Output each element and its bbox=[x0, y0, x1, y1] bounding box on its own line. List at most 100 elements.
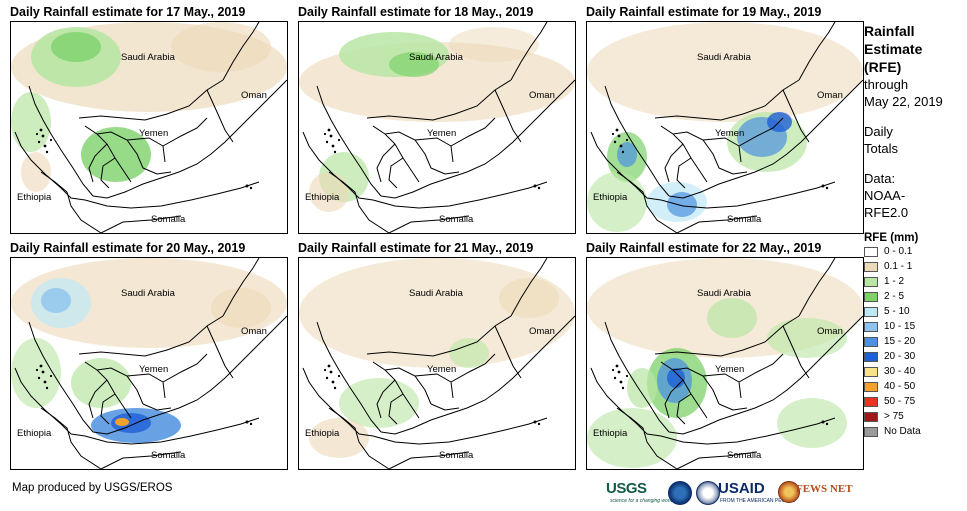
islands bbox=[323, 128, 541, 190]
legend-swatch bbox=[864, 426, 878, 437]
rain-patch bbox=[767, 318, 847, 358]
rain-patch bbox=[115, 418, 129, 426]
rainfall-layer bbox=[299, 258, 575, 458]
oman-border bbox=[206, 325, 234, 379]
oman-border bbox=[494, 89, 522, 143]
yemen-gov-7 bbox=[450, 117, 496, 147]
legend-label: 40 - 50 bbox=[884, 381, 916, 392]
yemen-gov-5 bbox=[702, 137, 742, 163]
panel-title: Daily Rainfall estimate for 18 May., 201… bbox=[298, 5, 534, 19]
legend-item: 0 - 0.1 bbox=[864, 244, 964, 259]
sidebar: Rainfall Estimate (RFE) through May 22, … bbox=[864, 22, 964, 439]
legend-swatch bbox=[864, 351, 878, 362]
label-ethiopia: Ethiopia bbox=[593, 428, 628, 439]
red-sea-coast-east bbox=[316, 85, 382, 197]
somalia-border bbox=[388, 215, 470, 233]
ethiopia-border bbox=[40, 407, 102, 469]
sidebar-title-3: (RFE) bbox=[864, 59, 902, 75]
rainfall-layer bbox=[11, 258, 287, 443]
map-frame: Saudi Arabia Oman Yemen Ethiopia Somalia bbox=[10, 21, 288, 234]
noaa-seal-icon bbox=[668, 481, 692, 505]
legend-item: 20 - 30 bbox=[864, 349, 964, 364]
legend-item: 0.1 - 1 bbox=[864, 259, 964, 274]
rain-patch bbox=[667, 192, 697, 217]
yemen-gov-7 bbox=[450, 353, 496, 383]
yemen-gov-3 bbox=[664, 379, 684, 419]
ethiopia-border bbox=[40, 171, 102, 233]
yemen-gov-1 bbox=[372, 361, 420, 419]
rainfall-map: Saudi Arabia Oman Yemen Ethiopia Somalia bbox=[11, 258, 287, 469]
oman-border bbox=[494, 325, 522, 379]
legend-item: 40 - 50 bbox=[864, 379, 964, 394]
somalia-border bbox=[100, 215, 182, 233]
yemen-gov-4 bbox=[388, 157, 404, 189]
map-frame: Saudi Arabia Oman Yemen Ethiopia Somalia bbox=[298, 257, 576, 470]
yemen-gov-3 bbox=[88, 379, 108, 419]
yemen-gov-5 bbox=[126, 373, 166, 399]
africa-coast bbox=[590, 367, 836, 445]
yemen-gov-7 bbox=[162, 353, 208, 383]
label-saudi-arabia: Saudi Arabia bbox=[697, 52, 752, 63]
map-frame: Saudi Arabia Oman Yemen Ethiopia Somalia bbox=[10, 257, 288, 470]
legend-label: 10 - 15 bbox=[884, 321, 916, 332]
legend-swatch bbox=[864, 396, 878, 407]
yemen-gov-2 bbox=[384, 131, 432, 169]
label-yemen: Yemen bbox=[715, 128, 744, 139]
label-yemen: Yemen bbox=[715, 364, 744, 375]
rain-patch bbox=[627, 368, 657, 408]
sidebar-through: through bbox=[864, 77, 909, 92]
arabia-south-coast bbox=[668, 315, 863, 435]
rain-patch bbox=[171, 22, 271, 72]
label-oman: Oman bbox=[529, 90, 555, 101]
rainfall-map: Saudi Arabia Oman Yemen Ethiopia Somalia bbox=[11, 22, 287, 233]
label-ethiopia: Ethiopia bbox=[305, 192, 340, 203]
yemen-gov-4 bbox=[100, 393, 116, 425]
rain-patch bbox=[449, 27, 539, 62]
oman-coast-north bbox=[222, 258, 260, 317]
rain-patch bbox=[309, 418, 369, 458]
rain-patch bbox=[587, 172, 647, 232]
rain-patch bbox=[587, 22, 863, 122]
arabia-south-coast bbox=[668, 79, 863, 199]
legend-label: 1 - 2 bbox=[884, 276, 905, 287]
islands bbox=[35, 364, 253, 426]
sidebar-source-2: RFE2.0 bbox=[864, 205, 909, 220]
arabia-south-coast bbox=[380, 79, 575, 199]
label-somalia: Somalia bbox=[727, 450, 762, 461]
saudi-yemen-border bbox=[366, 315, 512, 357]
yemen-gov-3 bbox=[376, 379, 396, 419]
rain-patch bbox=[111, 413, 151, 433]
label-somalia: Somalia bbox=[151, 450, 186, 461]
legend-label: 2 - 5 bbox=[884, 291, 905, 302]
rain-patch bbox=[211, 288, 271, 328]
rain-patch bbox=[11, 92, 51, 152]
somalia-border bbox=[100, 451, 182, 469]
sidebar-title-1: Rainfall bbox=[864, 23, 915, 39]
yemen-gov-5 bbox=[414, 137, 454, 163]
legend-swatch bbox=[864, 261, 878, 272]
legend-item: No Data bbox=[864, 424, 964, 439]
islands bbox=[323, 364, 541, 426]
oman-coast-north bbox=[510, 258, 548, 317]
yemen-gov-1 bbox=[660, 125, 708, 183]
legend-item: 15 - 20 bbox=[864, 334, 964, 349]
rainfall-layer bbox=[587, 258, 863, 468]
boundaries bbox=[14, 258, 287, 469]
red-sea-coast-east bbox=[316, 321, 382, 433]
africa-coast bbox=[302, 131, 548, 209]
panel-title: Daily Rainfall estimate for 19 May., 201… bbox=[586, 5, 822, 19]
legend-swatch bbox=[864, 411, 878, 422]
ethiopia-border bbox=[328, 171, 390, 233]
yemen-gov-5 bbox=[414, 373, 454, 399]
yemen-gov-6 bbox=[142, 167, 172, 175]
ethiopia-border bbox=[616, 407, 678, 469]
yemen-gov-6 bbox=[142, 403, 172, 411]
rain-patch bbox=[777, 398, 847, 448]
sidebar-source-1: NOAA- bbox=[864, 188, 906, 203]
arabia-south-coast bbox=[92, 315, 287, 435]
oman-border bbox=[782, 89, 810, 143]
yemen-gov-3 bbox=[664, 143, 684, 183]
yemen-gov-1 bbox=[660, 361, 708, 419]
sidebar-date: May 22, 2019 bbox=[864, 94, 943, 109]
label-oman: Oman bbox=[817, 90, 843, 101]
